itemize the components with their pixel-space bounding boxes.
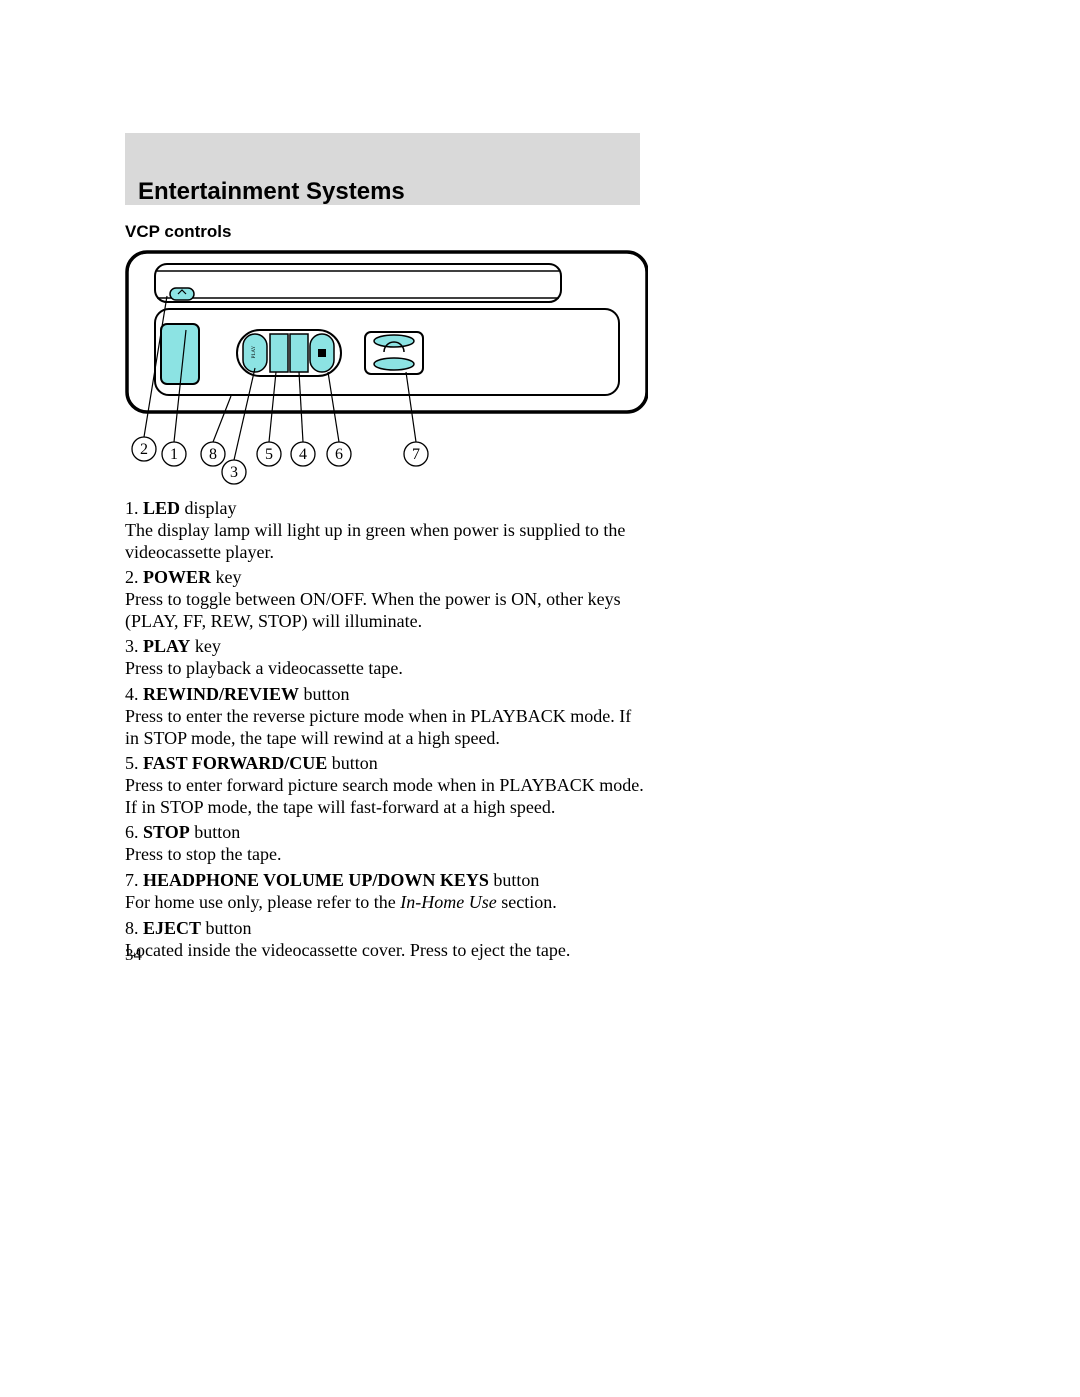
svg-text:4: 4: [299, 446, 307, 463]
manual-page: Entertainment Systems VCP controls PLAY: [0, 0, 1080, 1397]
item-number: 5.: [125, 753, 143, 773]
item-name: STOP: [143, 822, 190, 842]
item-description: Press to enter forward picture search mo…: [125, 775, 645, 818]
item-description: For home use only, please refer to the I…: [125, 892, 645, 914]
item-name: REWIND/REVIEW: [143, 684, 299, 704]
item-title: 1. LED display: [125, 498, 645, 520]
page-title: Entertainment Systems: [138, 178, 405, 206]
item-name: PLAY: [143, 636, 190, 656]
italic-ref: In-Home Use: [400, 892, 496, 912]
vcp-diagram: PLAY 2 1 83 5 4 6 7: [125, 246, 648, 486]
item-name: LED: [143, 498, 180, 518]
svg-text:7: 7: [412, 446, 420, 463]
svg-text:2: 2: [140, 441, 148, 458]
item-suffix: button: [299, 684, 350, 704]
svg-text:5: 5: [265, 446, 273, 463]
item-suffix: display: [180, 498, 237, 518]
item-number: 4.: [125, 684, 143, 704]
item-name: FAST FORWARD/CUE: [143, 753, 327, 773]
item-title: 8. EJECT button: [125, 918, 645, 940]
item-suffix: button: [327, 753, 378, 773]
item-suffix: button: [201, 918, 252, 938]
item-title: 5. FAST FORWARD/CUE button: [125, 753, 645, 775]
item-suffix: key: [190, 636, 221, 656]
section-subtitle: VCP controls: [125, 222, 231, 242]
item-title: 6. STOP button: [125, 822, 645, 844]
item-name: POWER: [143, 567, 211, 587]
svg-text:1: 1: [170, 446, 178, 463]
page-number: 34: [125, 945, 142, 965]
item-name: HEADPHONE VOLUME UP/DOWN KEYS: [143, 870, 489, 890]
item-suffix: key: [211, 567, 242, 587]
item-title: 2. POWER key: [125, 567, 645, 589]
item-title: 7. HEADPHONE VOLUME UP/DOWN KEYS button: [125, 870, 645, 892]
item-description: Press to stop the tape.: [125, 844, 645, 866]
item-description: Press to toggle between ON/OFF. When the…: [125, 589, 645, 632]
item-number: 3.: [125, 636, 143, 656]
item-number: 1.: [125, 498, 143, 518]
item-title: 4. REWIND/REVIEW button: [125, 684, 645, 706]
item-description: Press to playback a videocassette tape.: [125, 658, 645, 680]
svg-text:8: 8: [209, 446, 217, 463]
item-description: The display lamp will light up in green …: [125, 520, 645, 563]
item-number: 2.: [125, 567, 143, 587]
item-number: 6.: [125, 822, 143, 842]
item-suffix: button: [489, 870, 540, 890]
svg-text:6: 6: [335, 446, 343, 463]
item-title: 3. PLAY key: [125, 636, 645, 658]
svg-text:PLAY: PLAY: [252, 345, 257, 358]
item-number: 7.: [125, 870, 143, 890]
item-number: 8.: [125, 918, 143, 938]
item-name: EJECT: [143, 918, 201, 938]
item-description: Located inside the videocassette cover. …: [125, 940, 645, 962]
item-suffix: button: [190, 822, 241, 842]
item-description: Press to enter the reverse picture mode …: [125, 706, 645, 749]
svg-text:3: 3: [230, 464, 238, 481]
